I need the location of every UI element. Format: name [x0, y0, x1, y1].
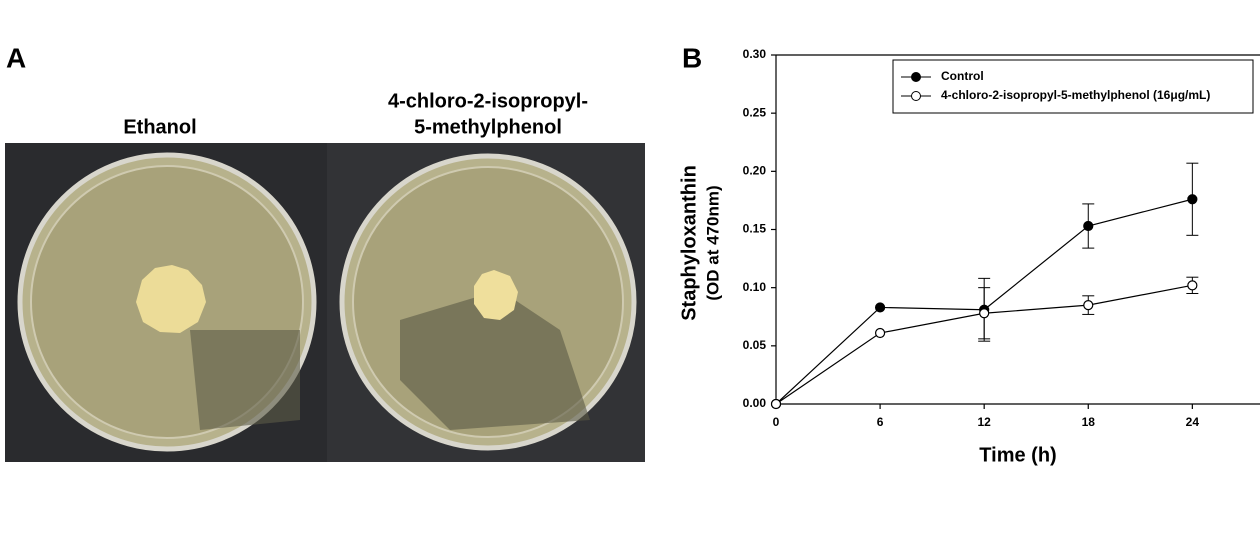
y-tick-label: 0.15 — [743, 222, 767, 236]
x-tick-label: 6 — [877, 415, 884, 429]
y-tick-label: 0.30 — [743, 47, 767, 61]
y-axis-label: (OD at 470nm) — [703, 185, 722, 300]
x-tick-label: 24 — [1186, 415, 1200, 429]
y-tick-label: 0.05 — [743, 338, 767, 352]
marker — [1083, 300, 1094, 311]
plate-caption: 4-chloro-2-isopropyl- — [388, 90, 588, 112]
panel-label: B — [682, 42, 702, 73]
marker — [1187, 280, 1198, 291]
x-axis-label: Time (h) — [979, 444, 1056, 466]
x-tick-label: 12 — [977, 415, 991, 429]
marker — [874, 327, 886, 339]
y-tick-label: 0.20 — [743, 164, 767, 178]
x-tick-label: 18 — [1082, 415, 1096, 429]
y-tick-label: 0.25 — [743, 105, 767, 119]
reflection — [400, 290, 590, 430]
plate-caption: 5-methylphenol — [414, 116, 562, 138]
marker — [979, 308, 990, 319]
legend-marker — [911, 91, 921, 101]
plate-caption: Ethanol — [123, 116, 196, 138]
panel-label: A — [6, 42, 26, 73]
y-axis-label: Staphyloxanthin — [678, 165, 700, 321]
legend-box — [892, 59, 1254, 114]
y-tick-label: 0.10 — [743, 280, 767, 294]
marker — [874, 302, 886, 313]
x-tick-label: 0 — [773, 415, 780, 429]
colony — [474, 270, 518, 320]
legend-label: 4-chloro-2-isopropyl-5-methylphenol (16μ… — [941, 88, 1210, 102]
legend-label: Control — [941, 69, 984, 83]
photo — [5, 143, 645, 462]
colony — [136, 265, 206, 333]
legend-marker — [911, 72, 921, 82]
marker — [1083, 220, 1094, 232]
y-tick-label: 0.00 — [743, 396, 767, 410]
marker — [770, 398, 782, 410]
reflection — [190, 330, 300, 430]
marker — [1187, 194, 1198, 205]
